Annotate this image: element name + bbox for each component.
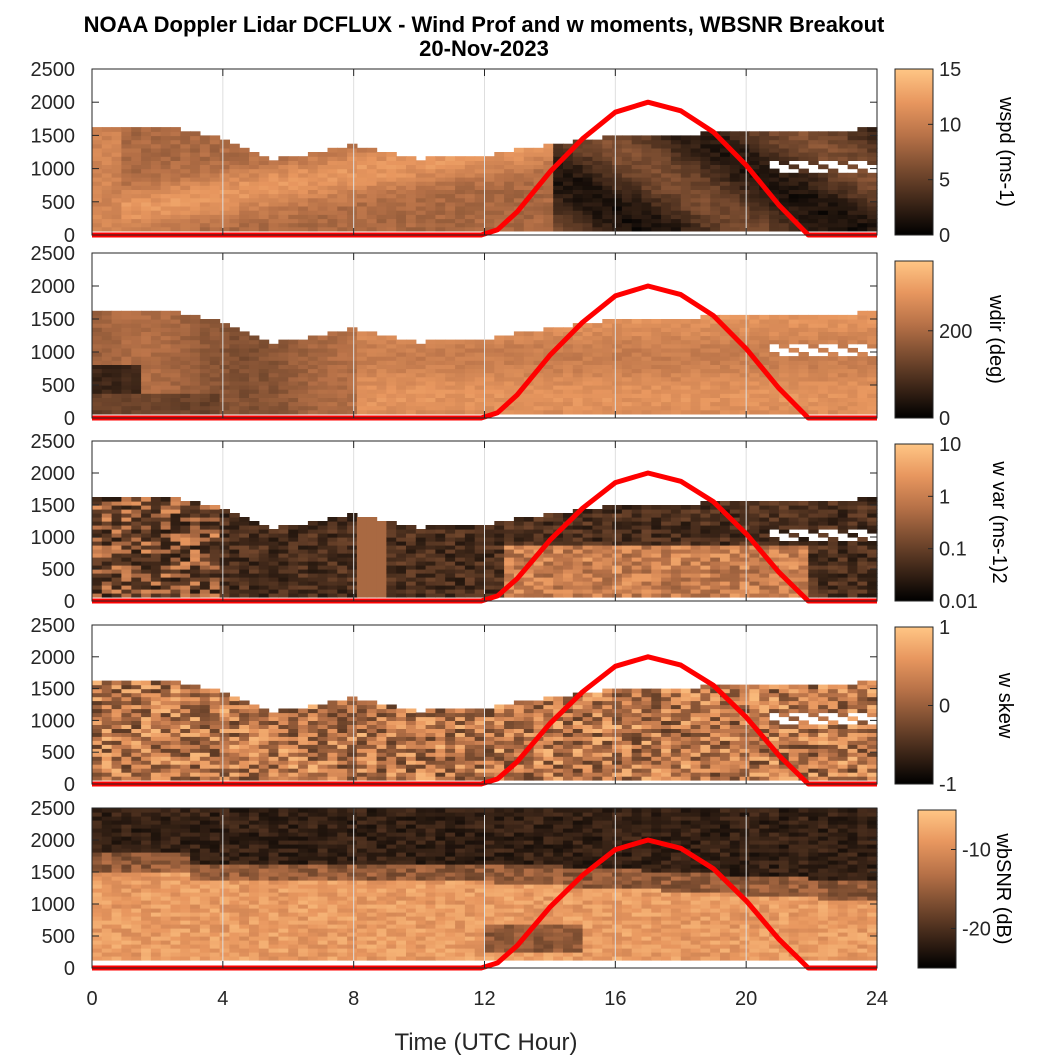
y-tick-label: 2500 (31, 243, 76, 265)
y-tick-label: 1000 (31, 527, 76, 549)
colorbar-label: wdir (deg) (985, 294, 1007, 384)
y-tick-label: 2000 (31, 647, 76, 669)
panel-wspd: 2500 2000 1500 1000 500 0 15 10 5 0 wspd (ms-1) (31, 59, 1018, 247)
y-tick-label: 1000 (31, 342, 76, 364)
y-tick-label: 2000 (31, 276, 76, 298)
y-tick-label: 2000 (31, 92, 76, 114)
colorbar-tick-label: 1 (939, 617, 950, 639)
colorbar-tick-label: 0 (939, 225, 950, 247)
y-tick-label: 2500 (31, 431, 76, 453)
colorbar (894, 626, 934, 785)
y-tick-label: 500 (42, 926, 75, 948)
panel-w-var: 2500 2000 1500 1000 500 0 10 1 0.1 0.01 w var (ms-… (31, 431, 1011, 613)
y-tick-label: 0 (64, 958, 75, 980)
y-tick-label: 1500 (31, 679, 76, 701)
panel-w-skew: 2500 2000 1500 1000 500 0 1 0 -1 w skew (31, 615, 1017, 796)
y-tick-label: 500 (42, 375, 75, 397)
colorbar-tick-label: 15 (939, 59, 961, 81)
panel-wbSNR: 2500 2000 1500 1000 500 0 -10 -20 wbSNR (dB) (31, 798, 1015, 980)
colorbar-tick-label: 5 (939, 170, 950, 192)
colorbar-tick-label: -20 (962, 919, 991, 941)
colorbar-label: w var (ms-1)2 (988, 460, 1010, 583)
heatmap-w-var (92, 497, 878, 598)
y-tick-label: 500 (42, 192, 75, 214)
y-tick-label: 1000 (31, 159, 76, 181)
colorbar-label: wspd (ms-1) (995, 96, 1017, 207)
y-tick-label: 1500 (31, 862, 76, 884)
y-tick-label: 2000 (31, 463, 76, 485)
colorbar (894, 68, 934, 236)
colorbar-tick-label: 10 (939, 114, 961, 136)
colorbar-label: w skew (994, 672, 1016, 739)
sun-curve (92, 470, 877, 604)
colorbar (894, 260, 934, 419)
x-tick-label: 24 (866, 988, 888, 1010)
heatmap-w-skew (92, 680, 878, 781)
x-tick-label: 0 (86, 988, 97, 1010)
y-tick-label: 500 (42, 742, 75, 764)
y-tick-label: 2500 (31, 59, 76, 81)
y-tick-label: 0 (64, 774, 75, 796)
figure-date: 20-Nov-2023 (419, 36, 549, 61)
colorbar-tick-label: 0 (939, 408, 950, 430)
x-tick-label: 8 (348, 988, 359, 1010)
colorbar-tick-label: -10 (962, 840, 991, 862)
colorbar-tick-label: -1 (939, 774, 957, 796)
heatmap-wdir (92, 310, 878, 415)
y-tick-label: 0 (64, 225, 75, 247)
colorbar (917, 809, 957, 969)
x-tick-label: 20 (735, 988, 757, 1010)
colorbar-tick-label: 0.01 (939, 591, 978, 613)
y-tick-label: 1000 (31, 710, 76, 732)
y-tick-label: 0 (64, 408, 75, 430)
sun-curve (92, 99, 877, 238)
y-tick-label: 1000 (31, 894, 76, 916)
x-tick-label: 4 (217, 988, 228, 1010)
sun-curve (92, 837, 877, 971)
y-tick-label: 1500 (31, 309, 76, 331)
y-tick-label: 1500 (31, 125, 76, 147)
y-tick-label: 2500 (31, 798, 76, 820)
colorbar (894, 443, 934, 602)
x-axis: 0 4 8 12 16 20 24 (86, 988, 888, 1010)
sun-curve (92, 283, 877, 421)
colorbar-tick-label: 0 (939, 696, 950, 718)
colorbar-tick-label: 200 (939, 321, 972, 343)
colorbar-tick-label: 10 (939, 434, 961, 456)
y-tick-label: 2000 (31, 830, 76, 852)
y-tick-label: 500 (42, 559, 75, 581)
colorbar-label: wbSNR (dB) (992, 832, 1014, 944)
y-tick-label: 1500 (31, 495, 76, 517)
colorbar-tick-label: 1 (939, 486, 950, 508)
x-tick-label: 12 (473, 988, 495, 1010)
x-axis-label: Time (UTC Hour) (394, 1029, 577, 1056)
x-tick-label: 16 (604, 988, 626, 1010)
figure-title: NOAA Doppler Lidar DCFLUX - Wind Prof an… (84, 12, 885, 37)
y-tick-label: 0 (64, 591, 75, 613)
colorbar-tick-label: 0.1 (939, 539, 967, 561)
sun-curve (92, 654, 877, 787)
y-tick-label: 2500 (31, 615, 76, 637)
